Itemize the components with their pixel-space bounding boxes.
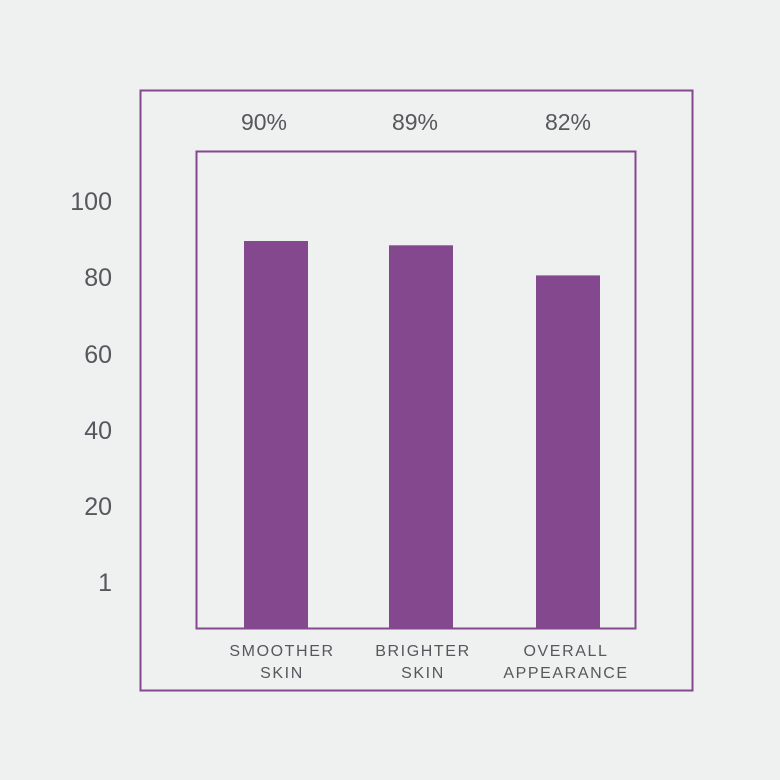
- y-tick-label: 80: [84, 264, 112, 292]
- y-tick-label: 1: [98, 569, 112, 597]
- y-tick-label: 60: [84, 341, 112, 369]
- value-labels: 90% 89% 82%: [241, 109, 591, 135]
- bar: [389, 245, 453, 629]
- y-tick-label: 100: [70, 188, 112, 216]
- category-label: OVERALL APPEARANCE: [503, 643, 628, 682]
- category-label: BRIGHTER SKIN: [375, 643, 470, 682]
- value-label: 82%: [545, 109, 591, 135]
- y-tick-label: 20: [84, 493, 112, 521]
- outer-frame: [139, 89, 694, 692]
- category-labels: SMOOTHER SKIN BRIGHTER SKIN OVERALL APPEARANC…: [229, 643, 628, 682]
- value-label: 90%: [241, 109, 287, 135]
- bar: [244, 241, 308, 628]
- bar: [536, 275, 600, 628]
- y-tick-label: 40: [84, 417, 112, 445]
- value-label: 89%: [392, 109, 438, 135]
- y-axis-tick-labels: 100 80 60 40 20 1: [70, 188, 112, 597]
- bars: [244, 241, 600, 629]
- category-label: SMOOTHER SKIN: [229, 643, 334, 682]
- plot-area-frame: [195, 150, 637, 630]
